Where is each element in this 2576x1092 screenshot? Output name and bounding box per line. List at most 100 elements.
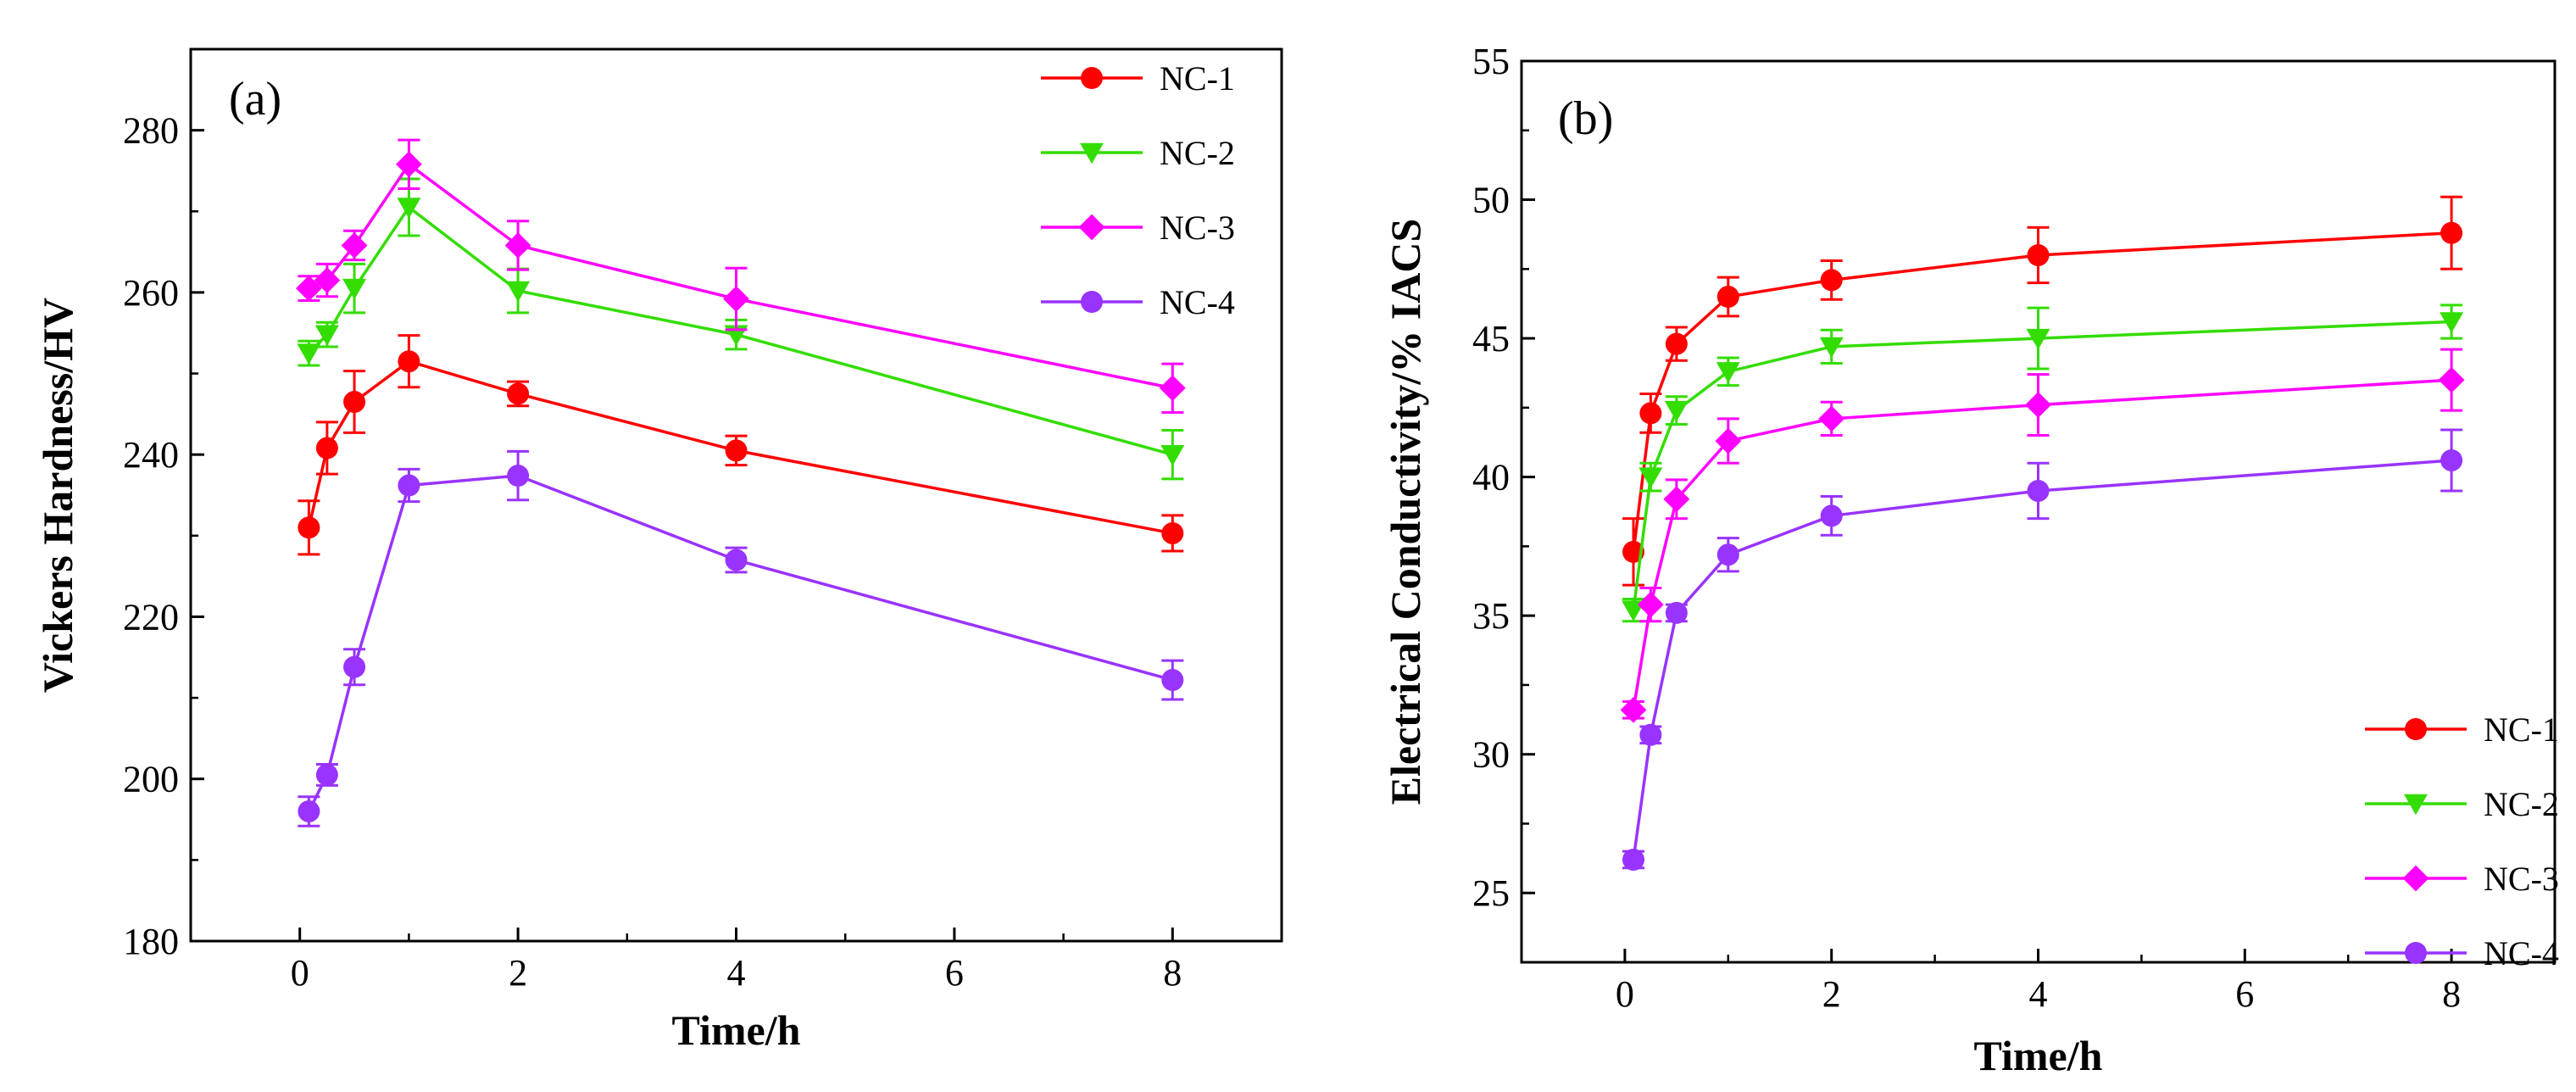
data-point [1664, 400, 1689, 422]
data-point [506, 281, 531, 303]
legend-label: NC-1 [2484, 710, 2559, 749]
data-point [1665, 601, 1688, 624]
y-tick-label: 50 [1472, 180, 1510, 221]
legend-label: NC-2 [1160, 134, 1235, 172]
data-point [1639, 467, 1663, 488]
legend-label: NC-4 [1160, 283, 1235, 321]
data-point [298, 516, 320, 539]
y-tick-label: 30 [1472, 734, 1510, 776]
legend-item-nc-2: NC-2 [1041, 134, 1235, 172]
panel-a-hardness-chart: 0 2 4 6 8 180 200 220 240 260 280 (a) Time/h Vicke… [34, 47, 1283, 1054]
y-tick-label: 25 [1472, 872, 1510, 914]
panel-a-x-axis-title: Time/h [672, 1006, 801, 1054]
data-point [723, 286, 749, 312]
panel-a-axis-ticks: 0 2 4 6 8 180 200 220 240 260 280 [123, 47, 1283, 994]
legend-item-nc-3: NC-3 [1041, 209, 1235, 247]
legend-marker [1078, 214, 1105, 241]
legend-label: NC-3 [1160, 209, 1235, 247]
legend-item-nc-1: NC-1 [1041, 59, 1235, 98]
legend-item-nc-1: NC-1 [2365, 710, 2559, 749]
data-point [1716, 362, 1740, 383]
data-point [1819, 337, 1844, 359]
legend-label: NC-4 [2484, 934, 2559, 972]
series-nc-4 [298, 449, 1184, 827]
series-nc-3 [1620, 348, 2465, 723]
x-tick-label: 2 [1822, 973, 1841, 1015]
legend-marker [2405, 718, 2427, 740]
data-point [1820, 269, 1843, 292]
panel-b-series [1620, 195, 2465, 871]
x-tick-label: 8 [1163, 952, 1182, 994]
y-tick-label: 55 [1472, 41, 1510, 82]
legend-marker [1081, 67, 1103, 89]
data-point [1818, 405, 1845, 432]
x-tick-label: 2 [509, 952, 527, 994]
legend-marker [2405, 942, 2427, 964]
y-tick-label: 45 [1472, 318, 1510, 359]
data-point [2440, 312, 2464, 333]
data-point [398, 474, 420, 497]
series-nc-1 [1622, 195, 2463, 587]
data-point [1716, 286, 1739, 309]
data-point [2027, 243, 2050, 266]
data-point [1639, 402, 1662, 425]
data-point [295, 275, 322, 302]
legend-label: NC-3 [2484, 860, 2559, 898]
data-point [314, 267, 341, 293]
data-point [1716, 543, 1739, 566]
x-tick-label: 4 [727, 952, 746, 994]
data-point [1665, 332, 1688, 355]
legend-item-nc-2: NC-2 [2365, 785, 2559, 823]
data-point [315, 437, 338, 460]
data-point [341, 232, 368, 259]
legend-marker [2404, 794, 2428, 816]
legend-marker [1081, 291, 1103, 313]
series-nc-1 [298, 334, 1184, 556]
legend-label: NC-2 [2484, 785, 2559, 823]
data-point [343, 655, 366, 678]
data-point [1663, 486, 1690, 513]
x-tick-label: 0 [291, 952, 309, 994]
y-tick-label: 220 [123, 596, 179, 638]
panel-b-legend: NC-1 NC-2 NC-3 NC-4 [2365, 710, 2559, 972]
legend-marker [2402, 865, 2429, 892]
data-point [1820, 504, 1843, 527]
panel-b-conductivity-chart: 0 2 4 6 8 25 30 35 40 45 50 55 (b) Time/h Electrica… [1382, 41, 2559, 1079]
x-tick-label: 4 [2029, 973, 2048, 1015]
data-point [297, 343, 321, 365]
data-point [507, 382, 530, 405]
data-point [1622, 848, 1645, 871]
legend-marker [1080, 142, 1104, 164]
data-point [725, 549, 748, 571]
data-point [2027, 479, 2050, 502]
data-point [298, 800, 320, 822]
data-point [1637, 591, 1664, 618]
panel-a-y-axis-title: Vickers Hardness/HV [34, 298, 81, 693]
data-point [2025, 392, 2051, 418]
series-nc-4 [1622, 428, 2463, 871]
panel-a-legend: NC-1 NC-2 NC-3 NC-4 [1041, 59, 1235, 321]
data-point [504, 232, 531, 259]
panel-b-y-axis-title: Electrical Conductivity/% IACS [1382, 219, 1429, 805]
legend-item-nc-4: NC-4 [2365, 934, 2559, 972]
y-tick-label: 260 [123, 272, 179, 314]
data-point [1620, 696, 1647, 723]
data-point [1639, 723, 1662, 746]
data-point [314, 325, 339, 346]
data-point [2026, 328, 2050, 350]
data-point [342, 278, 367, 300]
data-point [1160, 444, 1185, 466]
panel-b-label: (b) [1558, 92, 1613, 145]
y-tick-label: 180 [123, 921, 179, 962]
y-tick-label: 40 [1472, 457, 1510, 499]
data-point [397, 198, 421, 219]
data-point [2440, 448, 2463, 471]
data-point [396, 151, 422, 178]
y-tick-label: 35 [1472, 595, 1510, 637]
x-tick-label: 0 [1616, 973, 1634, 1015]
data-point [507, 465, 530, 488]
data-point [343, 391, 366, 414]
series-nc-3 [295, 138, 1186, 414]
